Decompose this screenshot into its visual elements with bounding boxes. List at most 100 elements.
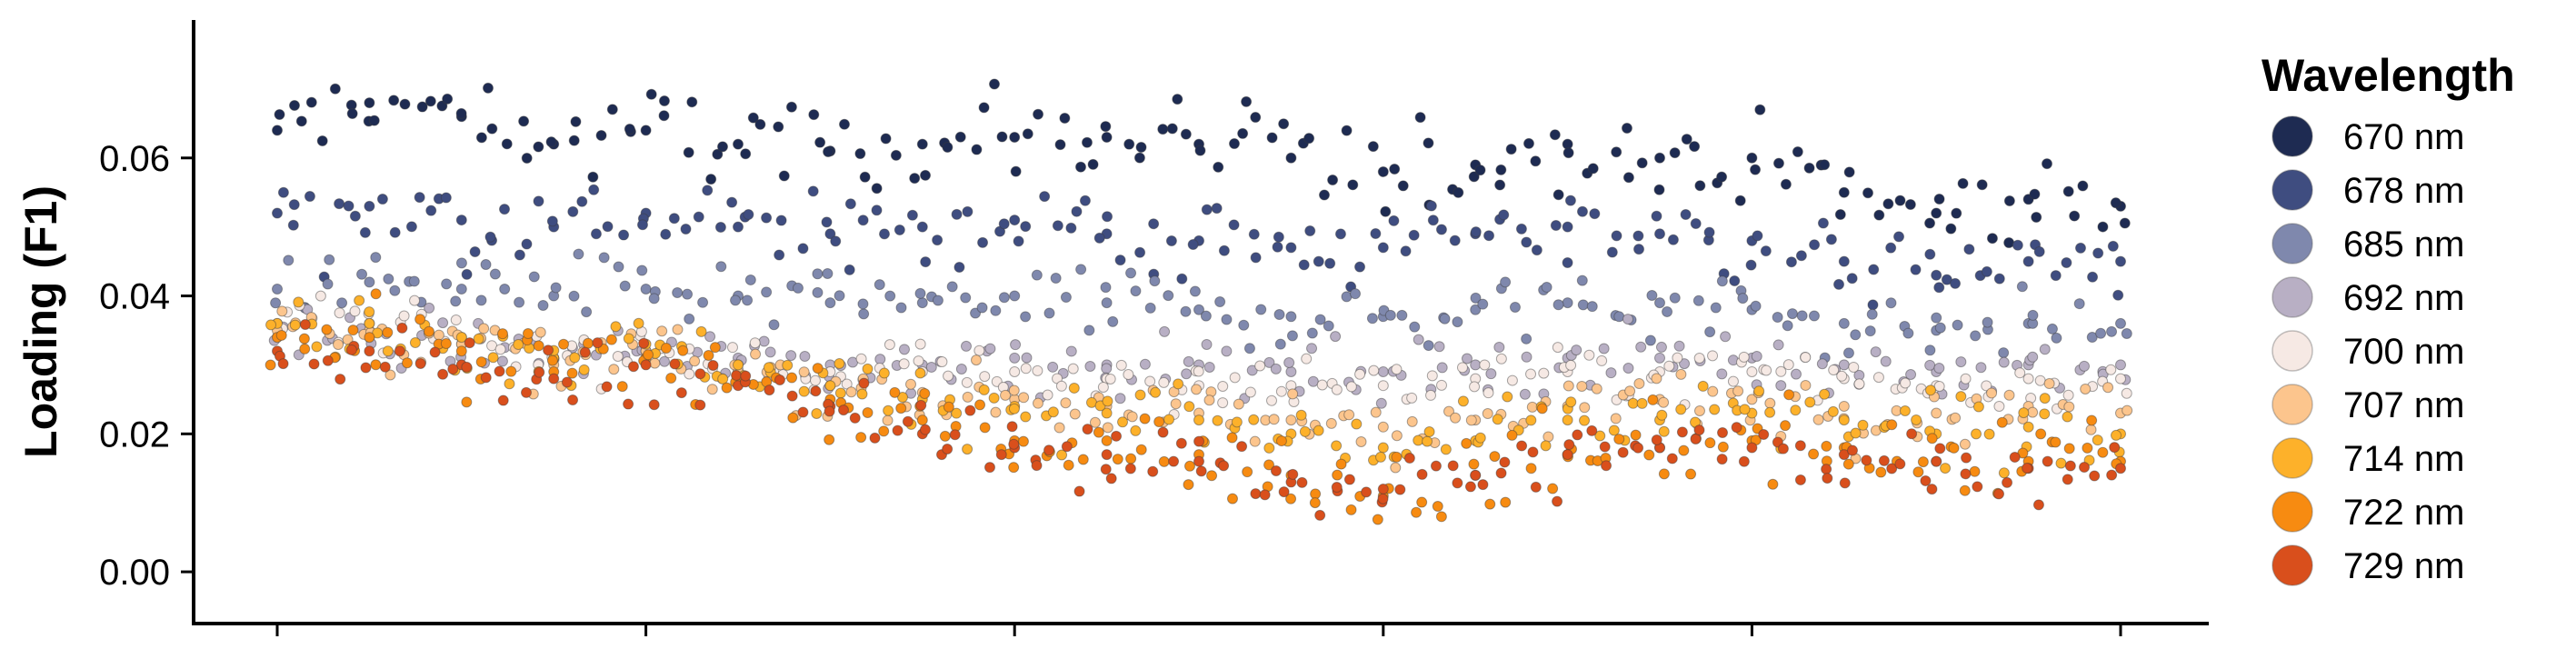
data-point (336, 297, 348, 309)
data-point (455, 345, 467, 357)
data-point (364, 345, 375, 357)
data-point (1777, 443, 1789, 454)
data-point (1318, 189, 1330, 201)
data-point (636, 219, 648, 231)
data-point (274, 108, 285, 120)
data-point (1094, 400, 1106, 412)
data-point (1304, 225, 1316, 236)
data-point (1894, 458, 1906, 470)
data-point (1608, 424, 1620, 436)
data-point (1951, 207, 1962, 219)
data-point (856, 388, 868, 400)
data-point (1867, 299, 1879, 311)
data-point (1130, 285, 1142, 297)
data-point (1886, 419, 1898, 431)
data-point (1081, 136, 1093, 148)
data-point (1764, 406, 1776, 418)
data-point (1065, 222, 1077, 234)
data-point (1059, 113, 1071, 125)
data-point (675, 387, 687, 399)
data-point (1495, 467, 1507, 479)
data-point (1287, 388, 1299, 400)
data-point (1931, 312, 1942, 324)
data-point (322, 354, 334, 366)
data-point (399, 98, 411, 110)
data-point (2039, 344, 2051, 355)
data-point (1975, 362, 1987, 374)
data-point (299, 319, 311, 331)
data-point (1374, 451, 1386, 463)
data-point (1934, 322, 1946, 334)
data-point (1125, 267, 1137, 279)
data-point (441, 278, 453, 290)
data-point (814, 136, 826, 148)
data-point (1021, 352, 1033, 364)
data-point (1432, 501, 1443, 513)
data-point (754, 118, 766, 130)
data-point (1506, 429, 1518, 441)
data-point (697, 296, 709, 308)
data-point (1933, 363, 1945, 374)
data-point (534, 366, 545, 378)
data-point (1327, 175, 1339, 186)
data-point (2046, 323, 2058, 334)
data-point (763, 362, 774, 374)
data-point (733, 221, 744, 233)
data-point (1515, 223, 1527, 235)
data-point (447, 364, 459, 375)
data-point (1479, 359, 1491, 371)
data-point (1443, 405, 1454, 417)
data-point (499, 204, 511, 215)
data-point (2041, 158, 2052, 170)
data-point (478, 323, 490, 334)
data-point (1498, 209, 1510, 221)
data-point (2062, 185, 2074, 197)
data-point (774, 249, 785, 261)
data-point (1675, 404, 1687, 415)
data-point (1060, 397, 1072, 409)
data-point (1477, 479, 1489, 491)
data-point (2115, 359, 2126, 371)
data-point (703, 349, 714, 361)
data-point (1751, 350, 1762, 362)
data-point (1285, 242, 1297, 254)
data-point (1248, 414, 1260, 425)
data-point (1100, 464, 1112, 475)
data-point (1285, 366, 1297, 378)
data-point (277, 186, 289, 198)
data-point (970, 354, 982, 366)
data-point (946, 281, 958, 293)
data-point (347, 325, 359, 336)
data-point (295, 115, 307, 127)
data-point (1020, 311, 1032, 323)
data-point (1611, 146, 1622, 158)
data-point (1716, 454, 1728, 465)
data-point (1599, 441, 1611, 453)
legend-swatch (2271, 169, 2313, 211)
data-point (988, 392, 1000, 404)
data-point (364, 317, 375, 329)
data-point (545, 136, 557, 148)
data-point (1266, 394, 1278, 406)
data-point (1621, 123, 1632, 135)
data-point (1453, 186, 1464, 198)
data-point (1704, 326, 1716, 338)
data-point (1214, 296, 1226, 308)
data-point (2063, 443, 2075, 454)
data-point (1912, 466, 1924, 478)
data-point (408, 275, 420, 287)
data-point (588, 184, 600, 195)
data-point (1071, 205, 1083, 217)
data-point (1323, 320, 1334, 332)
data-point (721, 382, 733, 394)
data-point (1043, 444, 1055, 456)
data-point (1181, 368, 1193, 380)
data-point (590, 228, 602, 240)
data-point (1795, 250, 1807, 262)
data-point (1147, 465, 1159, 477)
data-point (1646, 290, 1658, 302)
data-point (964, 404, 976, 416)
data-point (1583, 349, 1595, 361)
data-point (1993, 400, 2005, 412)
